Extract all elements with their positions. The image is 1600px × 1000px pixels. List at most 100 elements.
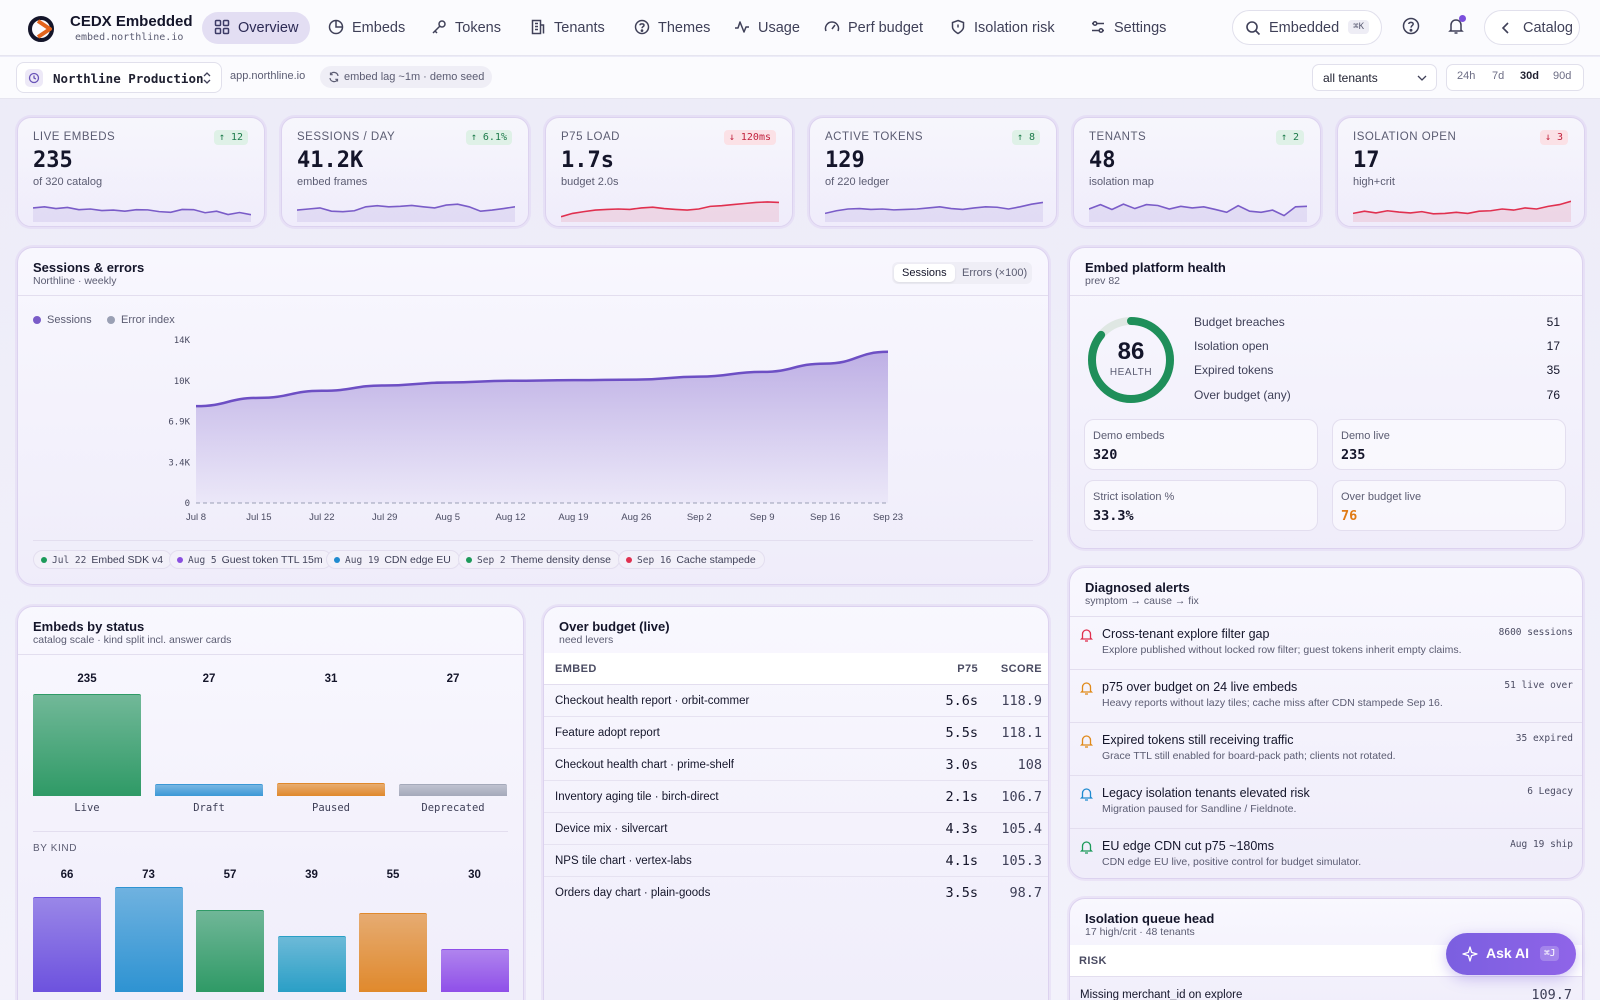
bar[interactable] bbox=[277, 782, 385, 796]
embed-name: Orders day chart · plain-goods bbox=[555, 887, 711, 899]
help-icon[interactable] bbox=[1401, 16, 1421, 36]
alert-meta: 6 Legacy bbox=[1527, 786, 1573, 797]
kpi-subtext: high+crit bbox=[1353, 176, 1395, 188]
nav-perf-budget[interactable]: Perf budget bbox=[812, 12, 935, 44]
range-24h[interactable]: 24h bbox=[1457, 70, 1476, 82]
alert-item[interactable]: EU edge CDN cut p75 ~180ms CDN edge EU l… bbox=[1070, 828, 1582, 878]
range-90d[interactable]: 90d bbox=[1553, 70, 1572, 82]
kpi-live-embeds[interactable]: Live embeds 235 of 320 catalog ↑ 12 bbox=[17, 117, 265, 227]
panel-title: Embeds by status bbox=[33, 619, 145, 634]
bar[interactable] bbox=[196, 910, 264, 992]
search-box[interactable]: Embedded ⌘K bbox=[1232, 10, 1382, 45]
event-chip[interactable]: Aug 5 Guest token TTL 15m bbox=[169, 550, 332, 569]
environment-name: Northline Production bbox=[53, 71, 204, 86]
pie-icon bbox=[328, 19, 344, 35]
legend-error-index[interactable]: Error index bbox=[107, 314, 175, 326]
column-header-embed[interactable]: EMBED bbox=[555, 663, 597, 675]
embed-name: Checkout health report · orbit-commer bbox=[555, 695, 750, 707]
alert-item[interactable]: Legacy isolation tenants elevated risk M… bbox=[1070, 775, 1582, 828]
kpi-isolation-open[interactable]: Isolation open 17 high+crit ↓ 3 bbox=[1337, 117, 1585, 227]
health-row-value: 35 bbox=[1546, 363, 1560, 377]
bar[interactable] bbox=[33, 897, 101, 992]
nav-usage[interactable]: Usage bbox=[722, 12, 812, 44]
event-label: CDN edge EU bbox=[384, 554, 451, 566]
event-chip[interactable]: Jul 22 Embed SDK v4 bbox=[33, 550, 173, 569]
kpi-delta-badge: ↑ 2 bbox=[1275, 130, 1304, 145]
kpi-label: Tenants bbox=[1089, 131, 1147, 143]
kpi-active-tokens[interactable]: Active tokens 129 of 220 ledger ↑ 8 bbox=[809, 117, 1057, 227]
brand[interactable]: CEDX Embedded embed.northline.io bbox=[28, 12, 198, 46]
context-bar: Northline Production app.northline.io em… bbox=[0, 57, 1600, 99]
embed-lag-text: embed lag ~1m · demo seed bbox=[344, 71, 485, 83]
alert-title: Expired tokens still receiving traffic bbox=[1102, 733, 1294, 747]
table-row[interactable]: Orders day chart · plain-goods 3.5s 98.7 bbox=[544, 877, 1048, 909]
bar-value-label: 27 bbox=[202, 673, 216, 685]
kpi-value: 48 bbox=[1089, 148, 1116, 173]
kpi-sessions-per-day[interactable]: Sessions / day 41.2K embed frames ↑ 6.1% bbox=[281, 117, 529, 227]
isolation-row-title[interactable]: Missing merchant_id on explore bbox=[1080, 989, 1243, 1000]
bar[interactable] bbox=[359, 912, 427, 992]
health-row-value: 51 bbox=[1546, 315, 1560, 329]
alert-item[interactable]: p75 over budget on 24 live embeds Heavy … bbox=[1070, 669, 1582, 722]
table-row[interactable]: Inventory aging tile · birch-direct 2.1s 1… bbox=[544, 781, 1048, 813]
tenant-filter-select[interactable]: all tenants bbox=[1312, 64, 1437, 91]
sparkline-line bbox=[561, 201, 779, 218]
search-text: Embedded bbox=[1269, 20, 1340, 36]
bar[interactable] bbox=[114, 887, 183, 992]
table-row[interactable]: Feature adopt report 5.5s 118.1 bbox=[544, 717, 1048, 749]
event-chip[interactable]: Aug 19 CDN edge EU bbox=[326, 550, 460, 569]
event-chip[interactable]: Sep 16 Cache stampede bbox=[618, 550, 765, 569]
kpi-label: Sessions / day bbox=[297, 131, 396, 143]
bar-category-label: Live bbox=[74, 802, 100, 814]
ask-ai-button[interactable]: Ask AI ⌘J bbox=[1446, 933, 1576, 975]
stat-demo-embeds: Demo embeds 320 bbox=[1084, 419, 1318, 470]
kpi-label: Live embeds bbox=[33, 131, 116, 143]
bar[interactable] bbox=[399, 784, 507, 796]
embed-p75: 3.5s bbox=[945, 885, 978, 901]
stat-value: 235 bbox=[1341, 447, 1366, 463]
column-header-score[interactable]: SCORE bbox=[1000, 663, 1042, 675]
nav-tenants[interactable]: Tenants bbox=[518, 12, 617, 44]
table-row[interactable]: Checkout health chart · prime-shelf 3.0s 1… bbox=[544, 749, 1048, 781]
stat-label: Demo live bbox=[1341, 430, 1390, 442]
nav-settings[interactable]: Settings bbox=[1078, 12, 1178, 44]
event-dot bbox=[41, 557, 47, 563]
table-row[interactable]: Checkout health report · orbit-commer 5.6… bbox=[544, 685, 1048, 717]
bell-icon bbox=[1080, 682, 1093, 695]
nav-isolation-risk[interactable]: Isolation risk bbox=[938, 12, 1067, 44]
nav-overview[interactable]: Overview bbox=[202, 12, 311, 44]
kpi-p75-load[interactable]: P75 load 1.7s budget 2.0s ↓ 120ms bbox=[545, 117, 793, 227]
alert-description: Heavy reports without lazy tiles; cache … bbox=[1102, 697, 1443, 709]
environment-select[interactable]: Northline Production bbox=[16, 62, 222, 93]
nav-themes[interactable]: Themes bbox=[622, 12, 722, 44]
stat-label: Strict isolation % bbox=[1093, 491, 1175, 503]
nav-embeds[interactable]: Embeds bbox=[316, 12, 417, 44]
kpi-subtext: of 320 catalog bbox=[33, 176, 103, 188]
bar[interactable] bbox=[155, 784, 263, 796]
toggle-sessions[interactable]: Sessions bbox=[894, 264, 955, 282]
stat-value: 33.3% bbox=[1093, 508, 1134, 524]
table-row[interactable]: Device mix · silvercart 4.3s 105.4 bbox=[544, 813, 1048, 845]
kpi-tenants[interactable]: Tenants 48 isolation map ↑ 2 bbox=[1073, 117, 1321, 227]
bar[interactable] bbox=[277, 935, 346, 992]
table-row[interactable]: NPS tile chart · vertex-labs 4.1s 105.3 bbox=[544, 845, 1048, 877]
notifications-button[interactable] bbox=[1446, 15, 1466, 36]
event-label: Embed SDK v4 bbox=[91, 554, 164, 566]
alert-item[interactable]: Cross-tenant explore filter gap Explore … bbox=[1070, 616, 1582, 669]
catalog-button[interactable]: Catalog bbox=[1484, 10, 1580, 45]
event-chip[interactable]: Sep 2 Theme density dense bbox=[458, 550, 621, 569]
health-row-over-budget: Over budget (any) 76 bbox=[1194, 388, 1560, 408]
bar[interactable] bbox=[33, 694, 141, 796]
column-header-p75[interactable]: P75 bbox=[957, 663, 978, 675]
panel-subtitle: Northline · weekly bbox=[33, 275, 117, 287]
nav-tokens[interactable]: Tokens bbox=[419, 12, 513, 44]
toggle-errors[interactable]: Errors (×100) bbox=[962, 267, 1028, 279]
alert-item[interactable]: Expired tokens still receiving traffic G… bbox=[1070, 722, 1582, 775]
range-30d[interactable]: 30d bbox=[1520, 70, 1539, 82]
kpi-value: 129 bbox=[825, 148, 865, 173]
range-7d[interactable]: 7d bbox=[1492, 70, 1505, 82]
y-tick-label: 14K bbox=[174, 336, 191, 346]
stat-strict-isolation: Strict isolation % 33.3% bbox=[1084, 480, 1318, 531]
legend-sessions[interactable]: Sessions bbox=[33, 314, 92, 326]
bar[interactable] bbox=[440, 948, 509, 992]
